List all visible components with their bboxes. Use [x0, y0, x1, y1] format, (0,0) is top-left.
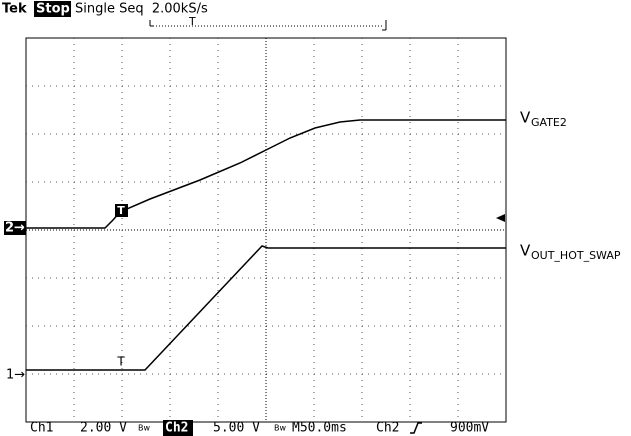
- ch1-bw: Bw: [138, 424, 150, 433]
- ch2-marker-box: [4, 221, 26, 235]
- trig-marker-ch1: T: [116, 355, 125, 369]
- trigger-slope: [410, 422, 422, 434]
- ch2-marker: 2→: [5, 221, 25, 236]
- ch1-label-sub: OUT_HOT_SWAP: [531, 249, 621, 262]
- trig-marker-ch2: T: [117, 204, 125, 217]
- trigger-pos: T: [188, 15, 196, 28]
- ch2-bw: Bw: [274, 424, 286, 433]
- ch2-scale: 5.00 V: [213, 421, 260, 436]
- ch1-trace: [26, 245, 506, 371]
- ch2: Ch2: [165, 421, 188, 436]
- ch1-scale: 2.00 V: [80, 421, 127, 436]
- state-box: [34, 1, 71, 17]
- record-bracket: [149, 20, 387, 31]
- trigger-level-arrow: [496, 214, 505, 222]
- trigger-source: Ch2: [376, 421, 399, 436]
- brand: Tek: [2, 2, 27, 17]
- ch2-label-sub: GATE2: [531, 116, 567, 129]
- acq-mode: Single Seq 2.00kS/s: [75, 2, 208, 17]
- timebase: M50.0ms: [292, 421, 347, 436]
- ch1-label: V: [520, 242, 531, 260]
- ch2-label: V: [520, 109, 531, 127]
- trig-box: [115, 204, 128, 217]
- state: Stop:: [36, 2, 75, 17]
- trigger-level: 900mV: [450, 421, 489, 436]
- ch2-box: [163, 420, 193, 436]
- ch1: Ch1: [30, 421, 53, 436]
- ch2-trace: [26, 119, 506, 229]
- ch1-marker: 1→: [6, 368, 25, 383]
